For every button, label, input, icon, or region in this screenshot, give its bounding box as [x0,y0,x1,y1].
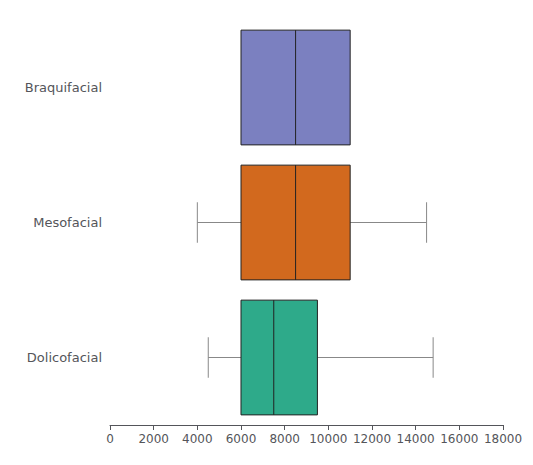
svg-text:8000: 8000 [269,432,300,446]
svg-text:18000: 18000 [484,432,522,446]
svg-text:Braquifacial: Braquifacial [25,80,102,95]
svg-text:14000: 14000 [397,432,435,446]
svg-text:4000: 4000 [182,432,213,446]
svg-text:6000: 6000 [226,432,257,446]
svg-text:0: 0 [106,432,114,446]
svg-text:Mesofacial: Mesofacial [33,215,102,230]
svg-text:Dolicofacial: Dolicofacial [27,350,102,365]
svg-text:16000: 16000 [440,432,478,446]
svg-text:2000: 2000 [138,432,169,446]
svg-text:12000: 12000 [353,432,391,446]
svg-text:10000: 10000 [309,432,347,446]
